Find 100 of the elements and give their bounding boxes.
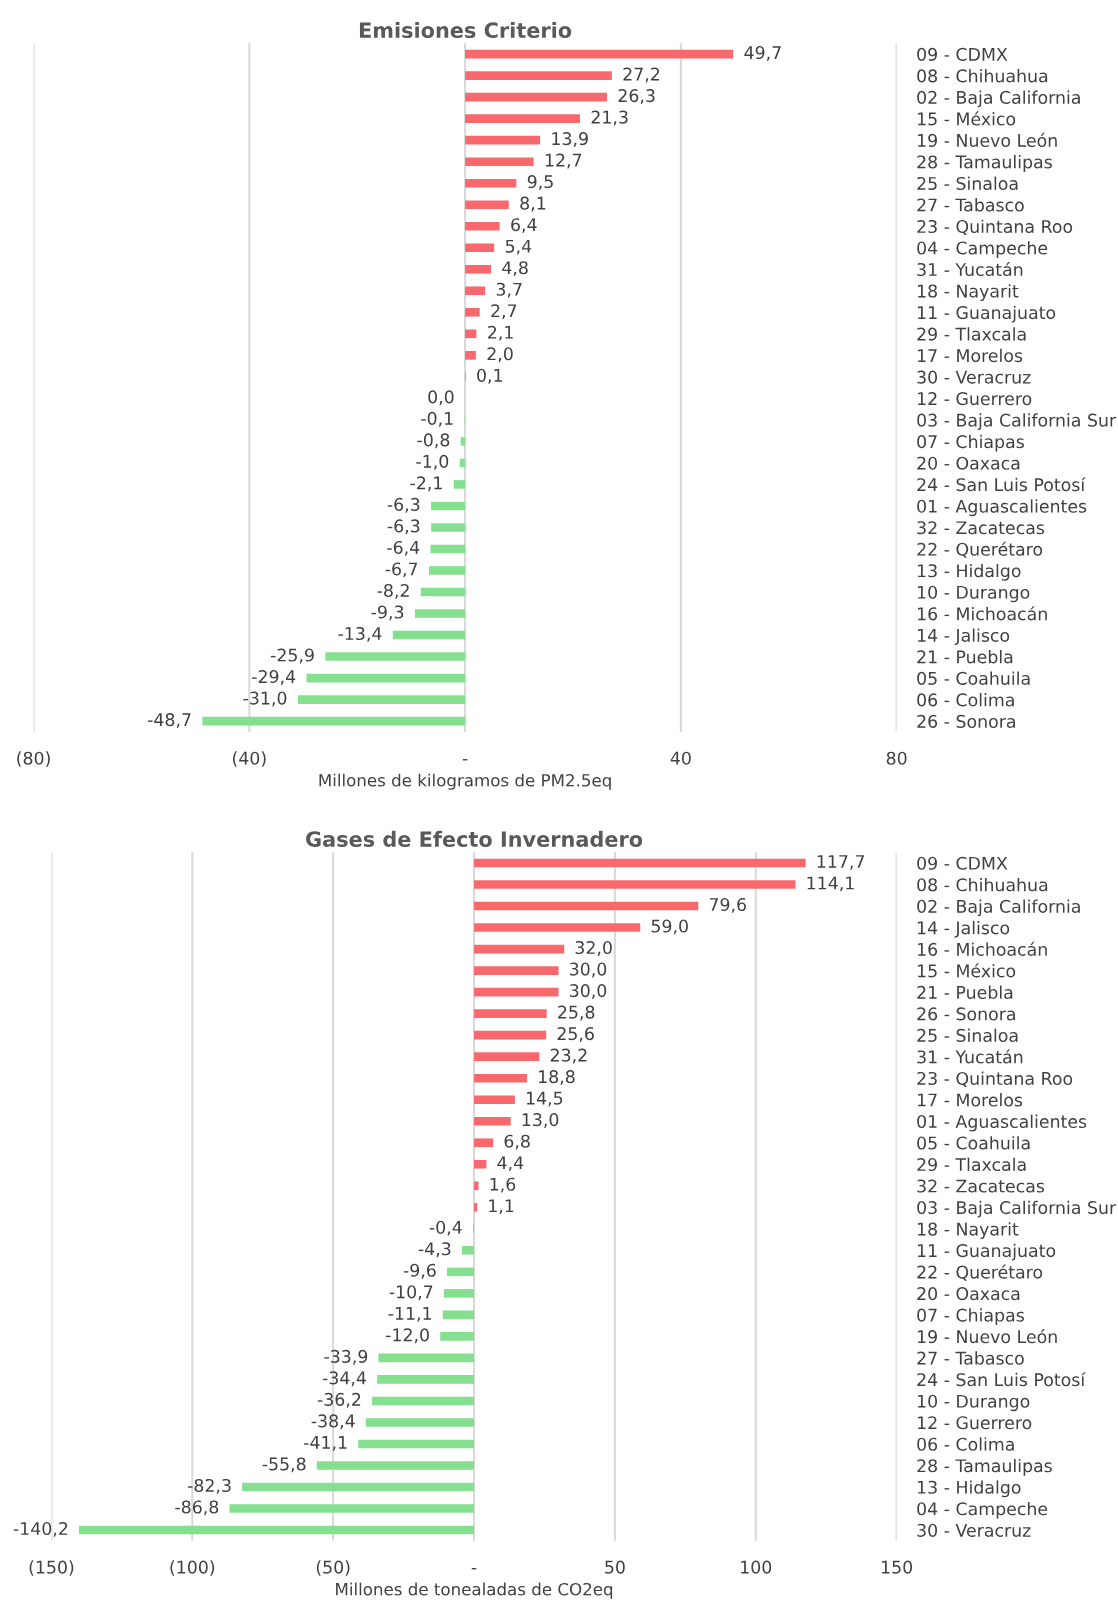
y-tick-label: 16 - Michoacán	[917, 606, 1047, 621]
bar	[474, 1202, 478, 1212]
data-label: -8,2	[377, 583, 409, 599]
y-tick-label: 13 - Hidalgo	[917, 1480, 1021, 1498]
data-label: 30,0	[570, 984, 607, 999]
y-tick-label: 02 - Baja California	[917, 899, 1080, 917]
y-tick-label: 11 - Guanajuato	[917, 1243, 1056, 1261]
data-label: 12,7	[545, 153, 582, 169]
data-label: 117,7	[817, 855, 864, 870]
data-label: -48,7	[147, 713, 191, 728]
data-label: 26,3	[618, 89, 655, 104]
data-label: -10,7	[389, 1285, 433, 1301]
x-tick-label: 150	[881, 1560, 913, 1574]
bar	[414, 609, 466, 618]
y-tick-label: 15 - México	[917, 963, 1016, 978]
data-label: -86,8	[175, 1500, 219, 1516]
data-label: 13,0	[522, 1113, 559, 1129]
bar	[358, 1439, 475, 1449]
y-tick-label: 31 - Yucatán	[917, 261, 1023, 277]
y-tick-label: 07 - Chiapas	[917, 434, 1024, 452]
y-tick-label: 21 - Puebla	[917, 985, 1013, 999]
bar	[460, 437, 466, 446]
bar	[465, 92, 607, 102]
bar	[392, 630, 466, 640]
bar	[372, 1396, 475, 1406]
data-label: -38,4	[311, 1414, 355, 1430]
y-tick-label: 14 - Jalisco	[917, 920, 1010, 938]
y-tick-label: 17 - Morelos	[917, 348, 1023, 363]
data-label: -41,1	[304, 1436, 347, 1451]
y-tick-label: 08 - Chihuahua	[917, 69, 1048, 83]
x-tick-label: (100)	[170, 1560, 215, 1576]
data-label: -6,7	[385, 562, 418, 578]
y-tick-label: 05 - Coahuila	[917, 671, 1030, 685]
data-label: 27,2	[623, 67, 660, 83]
y-tick-label: 19 - Nuevo León	[917, 132, 1057, 147]
bar	[377, 1375, 475, 1384]
x-tick-label: -	[462, 759, 468, 761]
chart-title: Gases de Efecto Invernadero	[306, 830, 643, 847]
data-label: 5,4	[505, 239, 532, 255]
bar	[474, 1116, 511, 1126]
bar	[461, 1246, 475, 1255]
y-tick-label: 10 - Durango	[917, 585, 1030, 603]
data-label: -2,1	[410, 476, 442, 492]
data-label: 1,1	[489, 1199, 514, 1215]
bar	[474, 1095, 515, 1104]
bar	[465, 71, 612, 80]
y-tick-label: 30 - Veracruz	[917, 370, 1031, 384]
y-tick-label: 18 - Nayarit	[917, 284, 1019, 301]
bar	[474, 1052, 540, 1061]
bar	[465, 243, 495, 253]
y-tick-label: 31 - Yucatán	[917, 1049, 1023, 1064]
bar	[465, 135, 541, 145]
x-tick-label: 40	[670, 751, 691, 765]
data-label: -25,9	[270, 648, 314, 664]
data-label: -0,8	[417, 433, 450, 449]
y-tick-label: 27 - Tabasco	[917, 1351, 1024, 1365]
data-label: 79,6	[709, 897, 746, 913]
y-tick-label: 12 - Guerrero	[917, 1416, 1032, 1430]
y-tick-label: 24 - San Luis Potosí	[917, 477, 1086, 492]
bar	[474, 1030, 547, 1040]
x-tick-label: 100	[741, 1560, 772, 1574]
bar	[474, 880, 796, 889]
y-tick-label: 22 - Querétaro	[917, 1264, 1043, 1281]
y-tick-label: 30 - Veracruz	[917, 1523, 1031, 1537]
y-tick-label: 19 - Nuevo León	[917, 1329, 1057, 1344]
x-tick-label: -	[471, 1567, 477, 1570]
data-label: 30,0	[570, 962, 607, 978]
data-label: 21,3	[591, 110, 628, 126]
bar	[428, 566, 466, 575]
data-label: -36,2	[317, 1392, 361, 1408]
data-label: -13,4	[338, 626, 382, 642]
data-label: -6,3	[387, 519, 420, 535]
bar	[440, 1332, 475, 1341]
y-tick-label: 17 - Morelos	[917, 1093, 1023, 1107]
y-tick-label: 04 - Campeche	[917, 241, 1048, 258]
data-label: 25,6	[557, 1027, 594, 1042]
data-label: 2,1	[488, 325, 513, 341]
bar	[378, 1353, 475, 1363]
y-tick-label: 28 - Tamaulipas	[917, 155, 1052, 172]
data-label: 59,0	[651, 919, 688, 935]
data-label: 0,0	[428, 390, 454, 406]
x-tick-label: (40)	[232, 751, 266, 767]
y-tick-label: 23 - Quintana Roo	[917, 219, 1073, 236]
bar	[465, 286, 486, 296]
y-tick-label: 04 - Campeche	[917, 1501, 1048, 1519]
bar	[474, 901, 699, 911]
bar	[474, 987, 559, 997]
data-label: -0,4	[429, 1220, 462, 1236]
y-tick-label: 25 - Sinaloa	[917, 176, 1018, 191]
y-tick-label: 29 - Tlaxcala	[917, 1157, 1026, 1172]
x-axis-title: Millones de kilogramos de PM2.5eq	[319, 773, 611, 790]
x-tick-label: (80)	[17, 751, 50, 767]
bar	[202, 716, 466, 726]
bar	[306, 673, 466, 683]
data-label: -140,2	[13, 1521, 68, 1537]
bar	[430, 544, 466, 554]
bar	[431, 523, 466, 532]
y-tick-label: 29 - Tlaxcala	[917, 327, 1026, 341]
bar	[325, 652, 466, 661]
y-tick-label: 25 - Sinaloa	[917, 1028, 1018, 1042]
